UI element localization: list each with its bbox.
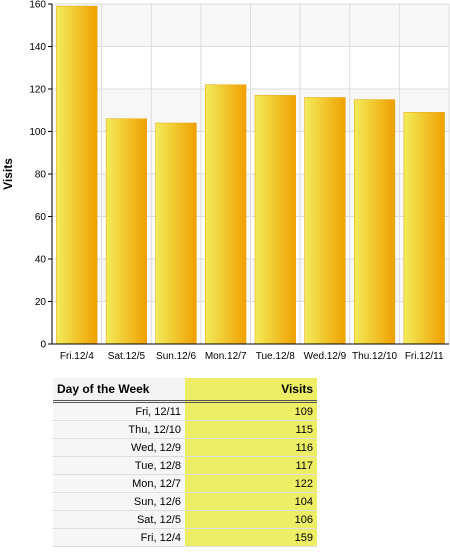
bar	[205, 84, 247, 345]
y-tick-label: 0	[40, 340, 46, 351]
axes	[48, 3, 449, 345]
day-cell: Fri, 12/11	[53, 401, 185, 421]
bar-chart: 0 20 40 60 80 100 120 140 160 Fri.12/4 Sat.12/5 Sun…	[1, 0, 450, 362]
table-body: Fri, 12/11 109 Thu, 12/10 115 Wed, 12/9 116 Tu…	[53, 401, 317, 547]
visits-cell: 116	[185, 438, 317, 457]
bar	[56, 5, 98, 345]
x-tick-label: Mon.12/7	[205, 351, 247, 362]
y-tick-label: 20	[35, 297, 47, 308]
day-cell: Sun, 12/6	[53, 492, 185, 511]
day-cell: Fri, 12/4	[53, 528, 185, 547]
visits-column-header: Visits	[185, 378, 317, 403]
x-tick-label: Sun.12/6	[156, 351, 196, 362]
y-tick-label: 60	[35, 212, 47, 223]
day-cell: Mon, 12/7	[53, 474, 185, 493]
x-tick-label: Wed.12/9	[304, 351, 347, 362]
visits-cell: 104	[185, 492, 317, 511]
table-header-row: Day of the Week Visits	[53, 378, 317, 403]
visits-cell: 159	[185, 528, 317, 547]
visits-cell: 122	[185, 474, 317, 493]
x-tick-label: Tue.12/8	[256, 351, 296, 362]
y-axis-title: Visits	[1, 158, 15, 190]
y-tick-label: 120	[29, 85, 46, 96]
x-tick-label: Fri.12/11	[405, 351, 444, 362]
visits-cell: 109	[185, 401, 317, 421]
visits-cell: 117	[185, 456, 317, 475]
bar	[353, 99, 396, 345]
bar	[254, 95, 296, 345]
table-row: Wed, 12/9 116	[53, 438, 317, 457]
x-tick-label: Sat.12/5	[108, 351, 146, 362]
y-tick-label: 40	[35, 255, 47, 266]
day-cell: Wed, 12/9	[53, 438, 185, 457]
bar	[304, 97, 346, 345]
day-cell: Sat, 12/5	[53, 510, 185, 529]
x-tick-label: Fri.12/4	[60, 351, 94, 362]
y-tick-label: 160	[29, 0, 46, 11]
y-tick-label: 80	[35, 170, 47, 181]
table-row: Fri, 12/4 159	[53, 528, 317, 547]
bars	[56, 5, 445, 345]
x-tick-label: Thu.12/10	[352, 351, 397, 362]
visits-cell: 115	[185, 420, 317, 439]
table-row: Sun, 12/6 104	[53, 492, 317, 511]
tick-labels: 0 20 40 60 80 100 120 140 160 Fri.12/4 Sat.12/5 Sun…	[29, 0, 444, 362]
bar	[155, 122, 197, 345]
day-cell: Thu, 12/10	[53, 420, 185, 439]
visits-cell: 106	[185, 510, 317, 529]
y-tick-label: 100	[29, 127, 46, 138]
table-row: Thu, 12/10 115	[53, 420, 317, 439]
table-row: Tue, 12/8 117	[53, 456, 317, 475]
table-row: Sat, 12/5 106	[53, 510, 317, 529]
day-column-header: Day of the Week	[53, 378, 185, 403]
day-cell: Tue, 12/8	[53, 456, 185, 475]
data-table: Day of the Week Visits Fri, 12/11 109 Thu,…	[53, 378, 317, 547]
y-tick-label: 140	[29, 42, 46, 53]
table-row: Mon, 12/7 122	[53, 474, 317, 493]
bar	[403, 112, 445, 345]
table-row: Fri, 12/11 109	[53, 401, 317, 421]
bar	[105, 118, 148, 345]
